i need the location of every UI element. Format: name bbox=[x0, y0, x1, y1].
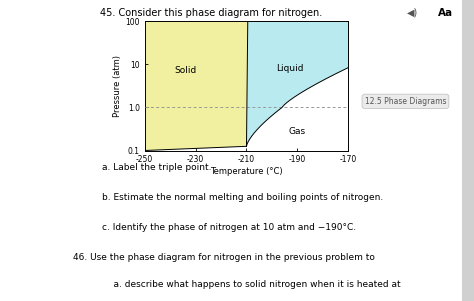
Text: Aa: Aa bbox=[438, 8, 453, 17]
Text: 46. Use the phase diagram for nitrogen in the previous problem to: 46. Use the phase diagram for nitrogen i… bbox=[73, 253, 375, 262]
Text: Solid: Solid bbox=[174, 67, 196, 75]
Text: Gas: Gas bbox=[289, 127, 306, 136]
Text: b. Estimate the normal melting and boiling points of nitrogen.: b. Estimate the normal melting and boili… bbox=[102, 193, 383, 202]
Text: 45. Consider this phase diagram for nitrogen.: 45. Consider this phase diagram for nitr… bbox=[100, 8, 322, 17]
Polygon shape bbox=[246, 21, 348, 146]
X-axis label: Temperature (°C): Temperature (°C) bbox=[210, 167, 283, 176]
Text: Liquid: Liquid bbox=[276, 64, 303, 73]
Text: a. describe what happens to solid nitrogen when it is heated at: a. describe what happens to solid nitrog… bbox=[102, 280, 401, 289]
Text: a. Label the triple point.: a. Label the triple point. bbox=[102, 163, 211, 172]
Polygon shape bbox=[145, 21, 248, 150]
Text: c. Identify the phase of nitrogen at 10 atm and −190°C.: c. Identify the phase of nitrogen at 10 … bbox=[102, 223, 356, 232]
Y-axis label: Pressure (atm): Pressure (atm) bbox=[113, 55, 122, 117]
Text: 12.5 Phase Diagrams: 12.5 Phase Diagrams bbox=[365, 97, 446, 106]
Text: ◀): ◀) bbox=[407, 8, 418, 17]
